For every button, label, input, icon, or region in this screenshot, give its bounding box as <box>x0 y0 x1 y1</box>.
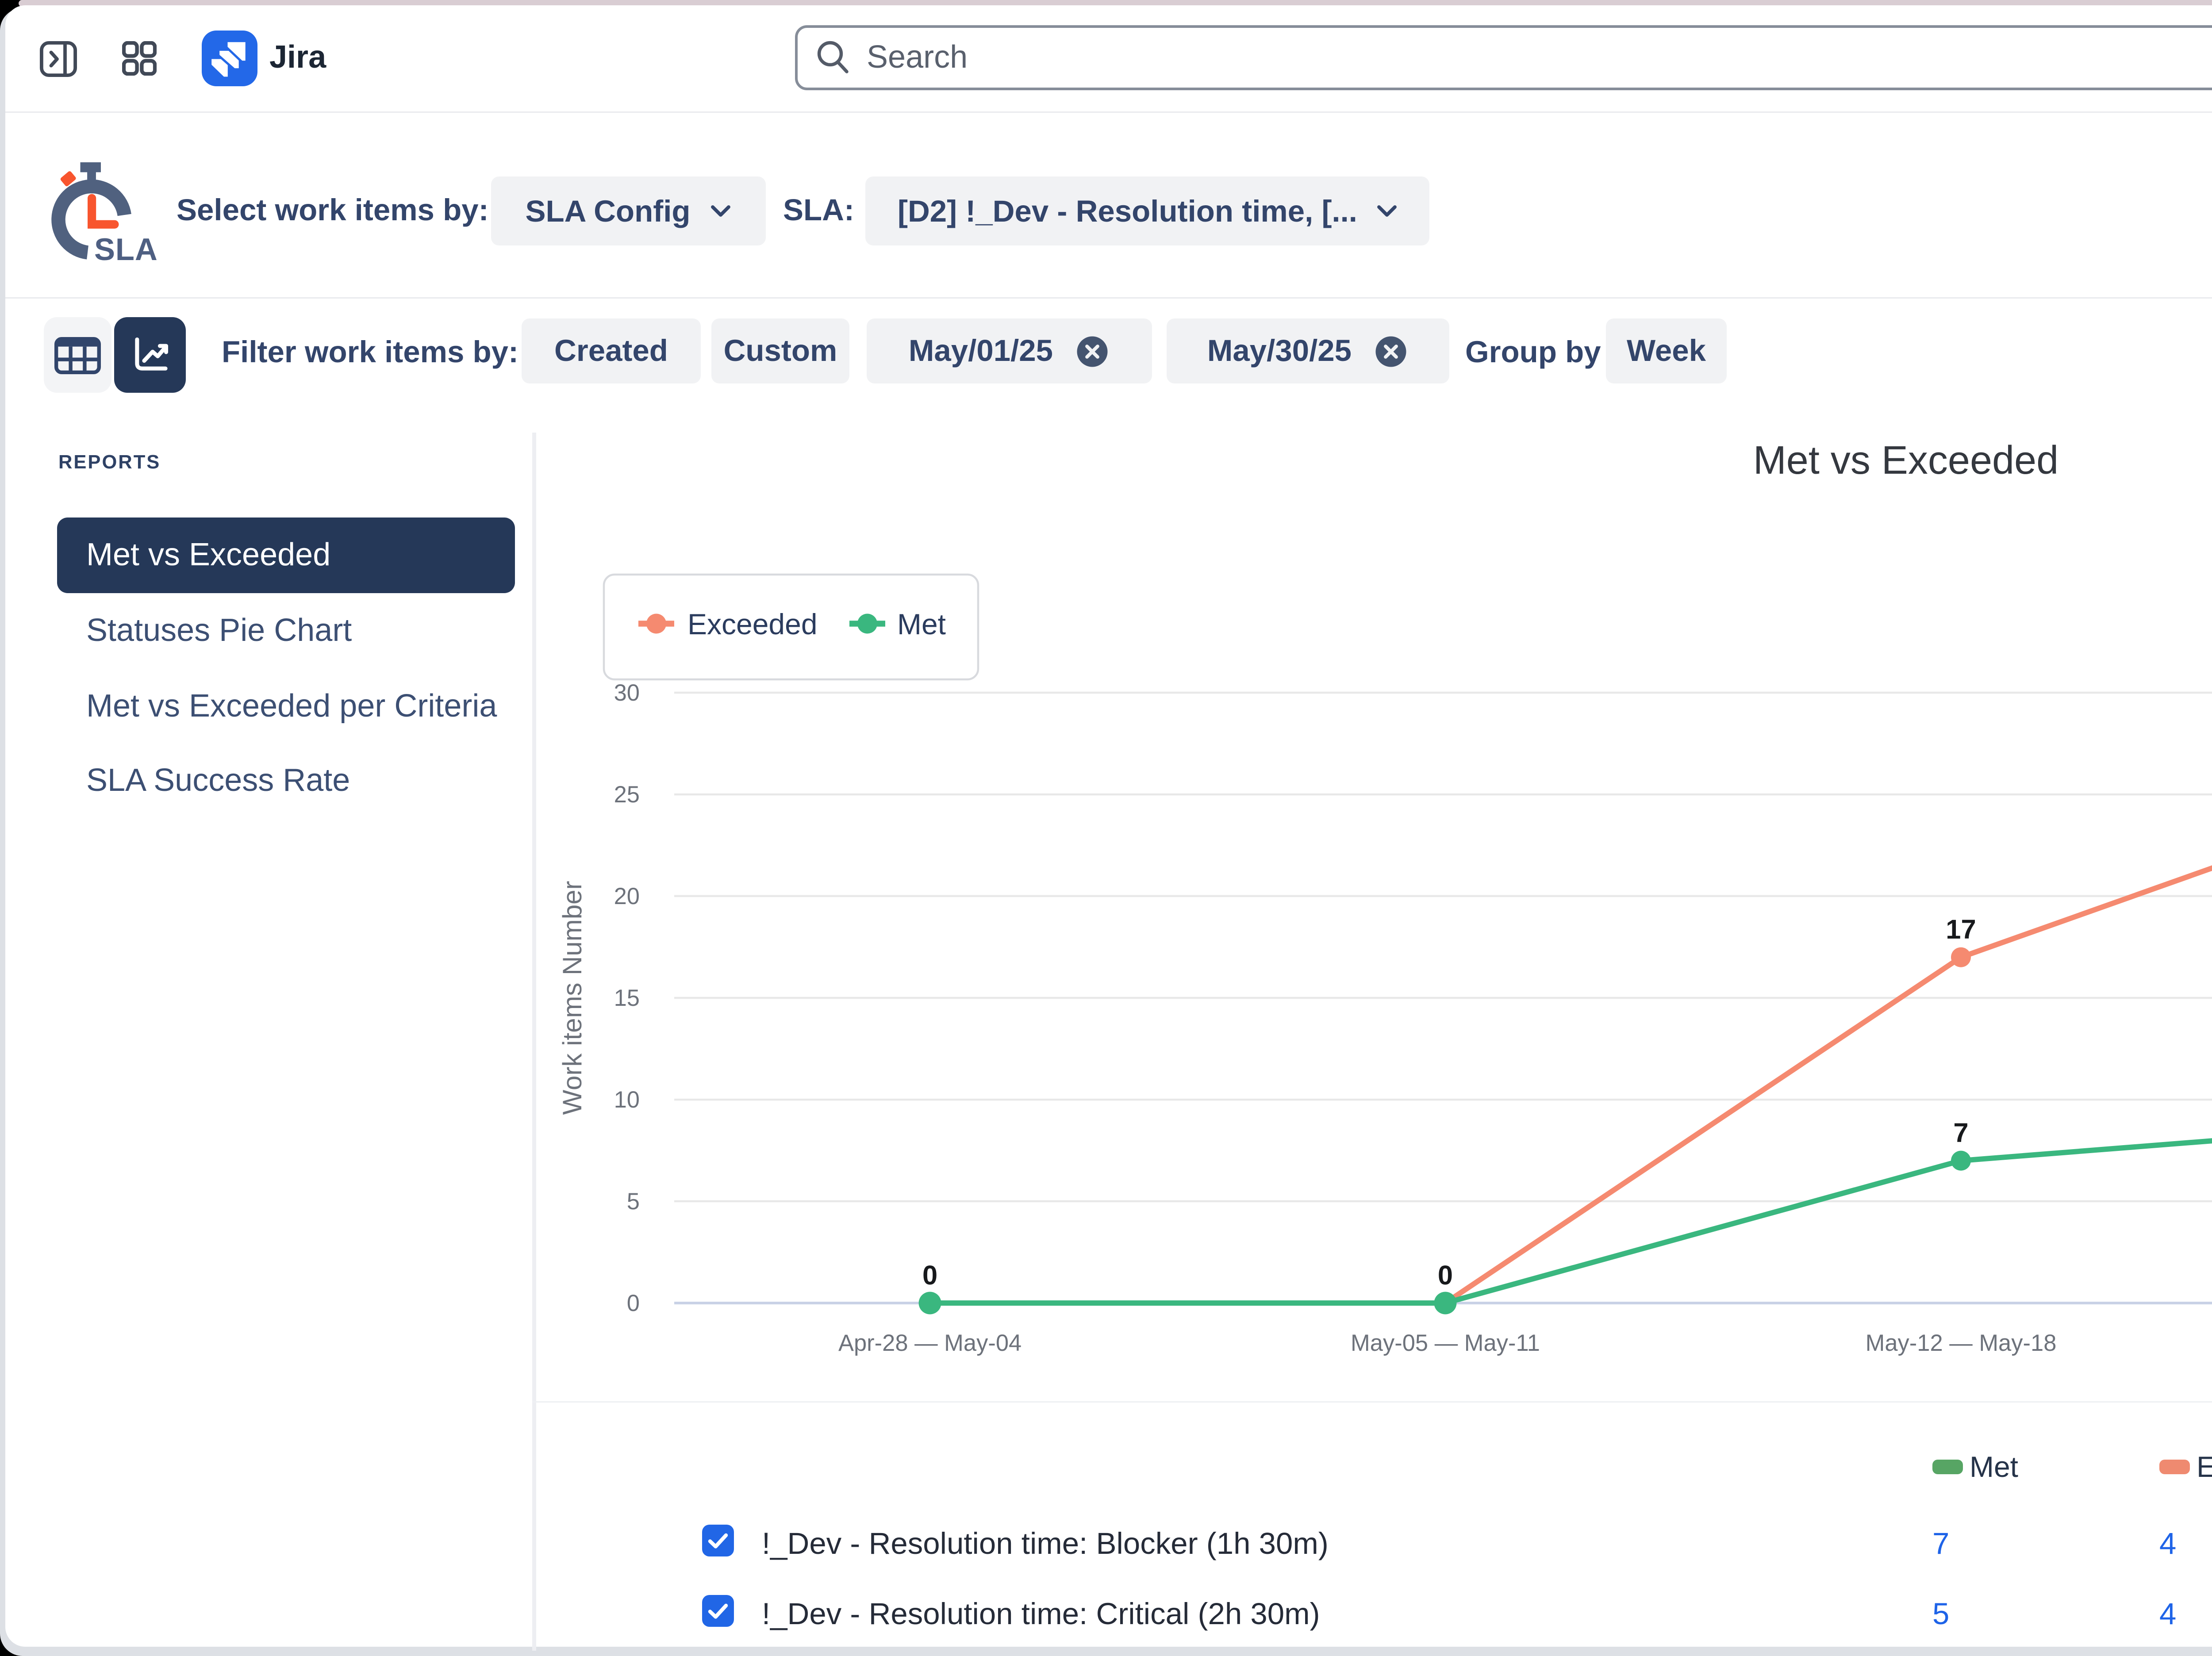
svg-text:17: 17 <box>1946 914 1976 945</box>
svg-text:15: 15 <box>614 985 640 1011</box>
svg-text:Met: Met <box>897 608 946 640</box>
svg-text:Work items Number: Work items Number <box>557 881 587 1115</box>
svg-text:Apr-28 — May-04: Apr-28 — May-04 <box>838 1330 1022 1356</box>
svg-text:May-05 — May-11: May-05 — May-11 <box>1351 1330 1540 1356</box>
svg-text:25: 25 <box>614 782 640 808</box>
svg-text:0: 0 <box>627 1290 640 1316</box>
svg-text:SLA: SLA <box>94 232 158 267</box>
svg-text:5: 5 <box>627 1188 640 1215</box>
svg-text:Met vs Exceeded: Met vs Exceeded <box>1753 438 2058 483</box>
svg-text:20: 20 <box>614 883 640 909</box>
svg-text:10: 10 <box>614 1087 640 1113</box>
svg-text:30: 30 <box>614 680 640 706</box>
svg-text:0: 0 <box>1438 1260 1453 1291</box>
svg-text:0: 0 <box>922 1260 937 1291</box>
svg-text:7: 7 <box>1953 1118 1968 1148</box>
svg-text:May-12 — May-18: May-12 — May-18 <box>1866 1330 2057 1356</box>
svg-text:Exceeded: Exceeded <box>687 608 818 640</box>
